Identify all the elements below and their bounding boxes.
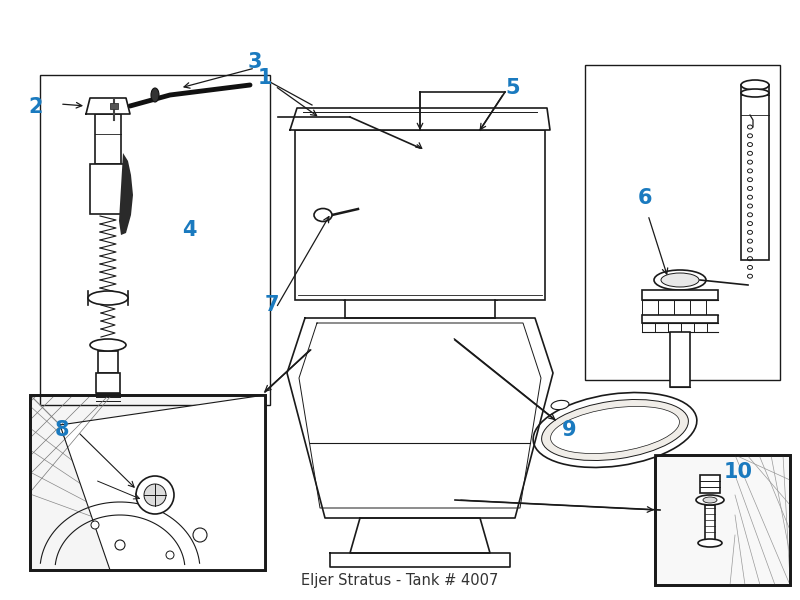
Ellipse shape xyxy=(115,540,125,550)
Text: 3: 3 xyxy=(248,52,262,72)
Text: 5: 5 xyxy=(505,78,520,98)
Bar xyxy=(642,315,718,323)
Ellipse shape xyxy=(661,273,699,287)
Bar xyxy=(655,455,790,585)
Ellipse shape xyxy=(741,89,769,97)
Ellipse shape xyxy=(314,208,332,221)
Text: 7: 7 xyxy=(265,295,279,315)
Polygon shape xyxy=(345,300,495,318)
Bar xyxy=(655,455,790,585)
Ellipse shape xyxy=(193,528,207,542)
Polygon shape xyxy=(119,153,133,235)
Bar xyxy=(98,351,118,373)
Text: 1: 1 xyxy=(258,68,273,88)
Polygon shape xyxy=(287,318,553,518)
Bar xyxy=(705,505,715,540)
Ellipse shape xyxy=(542,400,688,461)
Bar xyxy=(95,114,121,164)
Ellipse shape xyxy=(654,270,706,290)
Text: 8: 8 xyxy=(55,420,70,440)
Bar xyxy=(700,475,720,493)
Polygon shape xyxy=(350,518,490,553)
Text: Eljer Stratus - Tank # 4007: Eljer Stratus - Tank # 4007 xyxy=(302,573,498,588)
Text: 9: 9 xyxy=(562,420,577,440)
Bar xyxy=(96,373,120,393)
Polygon shape xyxy=(290,108,550,130)
Bar xyxy=(585,65,780,380)
Polygon shape xyxy=(330,553,510,567)
Ellipse shape xyxy=(151,88,159,102)
Ellipse shape xyxy=(88,291,128,305)
Bar xyxy=(295,130,545,300)
Text: 10: 10 xyxy=(724,462,753,482)
Text: 6: 6 xyxy=(638,188,653,208)
Ellipse shape xyxy=(91,521,99,529)
Polygon shape xyxy=(295,130,545,300)
Ellipse shape xyxy=(90,339,126,351)
Polygon shape xyxy=(86,98,130,114)
Bar xyxy=(110,103,118,109)
Bar xyxy=(670,332,690,387)
Ellipse shape xyxy=(741,80,769,90)
Ellipse shape xyxy=(136,476,174,514)
Bar xyxy=(30,395,265,570)
Ellipse shape xyxy=(698,539,722,547)
Ellipse shape xyxy=(703,497,717,503)
Bar xyxy=(741,85,769,260)
Ellipse shape xyxy=(696,495,724,505)
Ellipse shape xyxy=(550,406,679,454)
Bar xyxy=(30,395,265,570)
Ellipse shape xyxy=(166,551,174,559)
Ellipse shape xyxy=(144,484,166,506)
Text: 4: 4 xyxy=(182,220,197,240)
Bar xyxy=(90,164,126,214)
Bar xyxy=(642,290,718,300)
Text: 2: 2 xyxy=(28,97,42,117)
Bar xyxy=(40,75,270,405)
Ellipse shape xyxy=(533,392,697,467)
Ellipse shape xyxy=(551,400,569,410)
Polygon shape xyxy=(60,395,265,570)
